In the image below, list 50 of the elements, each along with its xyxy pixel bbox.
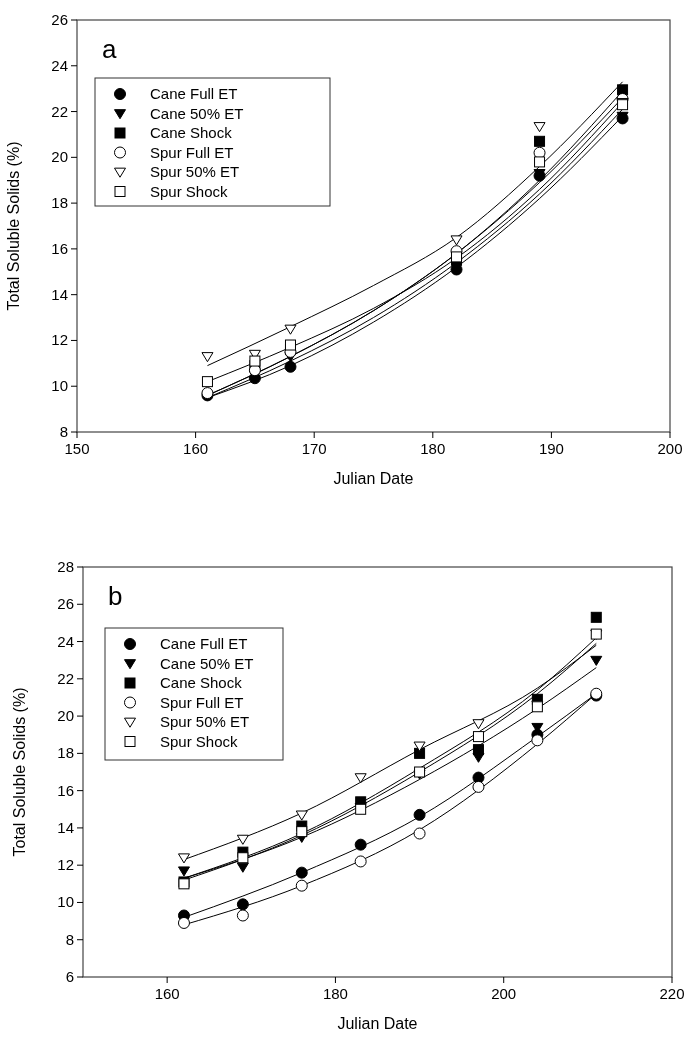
y-tick-label: 28 bbox=[57, 558, 74, 575]
y-tick-label: 26 bbox=[51, 11, 68, 28]
x-axis-title: Julian Date bbox=[333, 470, 414, 487]
y-tick-label: 20 bbox=[57, 707, 74, 725]
y-tick-label: 16 bbox=[51, 239, 68, 257]
text: b bbox=[108, 581, 123, 611]
y-tick-label: 14 bbox=[57, 818, 74, 836]
legend-label: Cane Full ET bbox=[160, 635, 248, 652]
y-tick-label: 8 bbox=[65, 930, 74, 948]
y-tick-label: 12 bbox=[57, 856, 74, 874]
y-tick-label: 10 bbox=[51, 377, 68, 395]
legend-label: Spur 50% ET bbox=[150, 163, 240, 180]
legend-label: Spur Shock bbox=[160, 732, 239, 750]
x-tick-label: 160 bbox=[154, 985, 180, 1002]
legend-label: Cane Full ET bbox=[150, 85, 238, 102]
x-tick-label: 160 bbox=[183, 440, 209, 457]
y-tick-label: 24 bbox=[57, 632, 74, 650]
y-axis-title: Total Soluble Solids (%) bbox=[5, 141, 22, 311]
x-tick-label: 200 bbox=[657, 440, 683, 457]
x-tick-label: 170 bbox=[301, 440, 327, 457]
y-tick-label: 20 bbox=[51, 148, 68, 166]
y-tick-label: 22 bbox=[51, 102, 68, 120]
y-tick-label: 22 bbox=[57, 669, 74, 687]
legend-label: Cane 50% ET bbox=[150, 104, 244, 122]
y-axis-title: Total Soluble Solids (%) bbox=[11, 687, 28, 857]
y-tick-label: 18 bbox=[57, 744, 74, 762]
y-tick-label: 12 bbox=[51, 331, 68, 349]
y-tick-label: 18 bbox=[51, 194, 68, 212]
y-tick-label: 10 bbox=[57, 893, 74, 911]
x-tick-label: 190 bbox=[538, 440, 564, 457]
x-tick-label: 150 bbox=[64, 440, 90, 457]
legend-label: Spur Full ET bbox=[150, 143, 234, 161]
y-tick-label: 24 bbox=[51, 56, 68, 74]
legend-label: Cane Shock bbox=[160, 674, 243, 691]
legend-label: Spur Shock bbox=[150, 182, 229, 200]
x-tick-label: 180 bbox=[420, 440, 446, 457]
x-tick-label: 180 bbox=[322, 985, 348, 1002]
y-tick-label: 26 bbox=[57, 595, 74, 613]
x-tick-label: 220 bbox=[659, 985, 685, 1002]
legend-label: Cane Shock bbox=[150, 124, 233, 141]
text: a bbox=[102, 34, 117, 64]
y-tick-label: 14 bbox=[51, 285, 68, 303]
legend-label: Spur 50% ET bbox=[160, 713, 250, 730]
x-axis-title: Julian Date bbox=[337, 1015, 418, 1032]
legend-label: Cane 50% ET bbox=[160, 654, 254, 672]
x-tick-label: 200 bbox=[491, 985, 517, 1002]
y-tick-label: 8 bbox=[59, 423, 68, 440]
legend-label: Spur Full ET bbox=[160, 693, 244, 711]
y-tick-label: 16 bbox=[57, 781, 74, 799]
y-tick-label: 6 bbox=[65, 968, 74, 985]
